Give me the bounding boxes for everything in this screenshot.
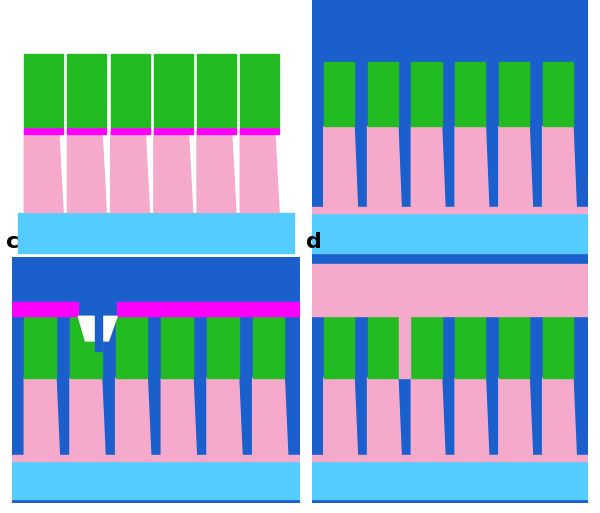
Bar <box>207 317 239 378</box>
Bar <box>312 461 588 499</box>
Bar <box>197 54 236 127</box>
Bar <box>542 317 573 378</box>
Polygon shape <box>368 126 401 207</box>
Polygon shape <box>455 378 489 455</box>
Polygon shape <box>411 126 445 207</box>
Bar <box>67 54 106 127</box>
Bar <box>312 455 588 461</box>
Text: d: d <box>307 231 322 251</box>
Bar <box>399 317 410 378</box>
Polygon shape <box>207 378 242 455</box>
Polygon shape <box>24 378 59 455</box>
Polygon shape <box>197 132 236 212</box>
Bar <box>197 127 236 134</box>
Polygon shape <box>240 132 279 212</box>
Polygon shape <box>24 132 63 212</box>
Bar <box>312 212 588 253</box>
Bar <box>411 62 442 126</box>
Bar <box>24 54 63 127</box>
Bar <box>67 127 106 134</box>
Bar <box>116 317 147 378</box>
Bar <box>499 317 529 378</box>
Bar <box>95 309 102 351</box>
Polygon shape <box>154 132 193 212</box>
Bar <box>411 317 442 378</box>
Bar <box>12 455 300 461</box>
Bar <box>455 62 485 126</box>
Bar <box>154 54 193 127</box>
Polygon shape <box>411 378 445 455</box>
Bar <box>312 264 588 317</box>
Bar <box>324 62 354 126</box>
Bar <box>18 212 294 253</box>
Bar <box>368 62 398 126</box>
Bar <box>110 127 149 134</box>
Text: c: c <box>6 231 19 251</box>
Bar <box>117 302 300 317</box>
Bar <box>12 461 300 499</box>
Bar <box>455 317 485 378</box>
Polygon shape <box>116 378 151 455</box>
Bar <box>24 127 63 134</box>
Polygon shape <box>70 378 105 455</box>
Bar <box>240 54 279 127</box>
Polygon shape <box>324 126 358 207</box>
Bar <box>312 207 588 212</box>
Bar <box>368 317 398 378</box>
Polygon shape <box>161 378 196 455</box>
Polygon shape <box>368 378 401 455</box>
Polygon shape <box>67 132 106 212</box>
Polygon shape <box>324 378 358 455</box>
Polygon shape <box>499 126 532 207</box>
Polygon shape <box>110 132 149 212</box>
Bar <box>154 127 193 134</box>
Polygon shape <box>542 126 576 207</box>
Polygon shape <box>455 126 489 207</box>
Bar <box>24 317 56 378</box>
Polygon shape <box>542 378 576 455</box>
Polygon shape <box>78 317 117 341</box>
Polygon shape <box>253 378 288 455</box>
Bar <box>542 62 573 126</box>
Bar <box>324 317 354 378</box>
Polygon shape <box>499 378 532 455</box>
Bar <box>110 54 149 127</box>
Bar <box>12 302 78 317</box>
Bar <box>240 127 279 134</box>
Bar <box>70 317 101 378</box>
Bar <box>499 62 529 126</box>
Bar <box>161 317 193 378</box>
Bar <box>253 317 284 378</box>
